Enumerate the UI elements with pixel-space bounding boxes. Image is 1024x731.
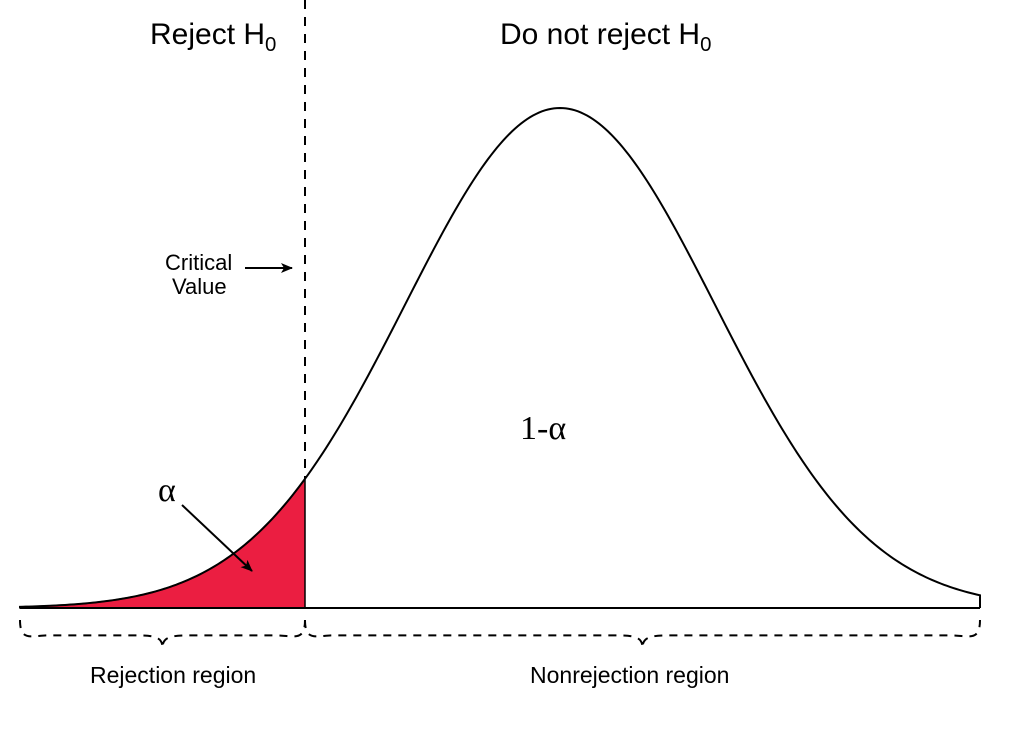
label-nonrejection-region: Nonrejection region xyxy=(530,662,729,689)
brace-nonrejection xyxy=(305,620,980,648)
label-alpha: α xyxy=(158,472,176,510)
label-one-minus-alpha: 1-α xyxy=(520,410,566,448)
brace-rejection xyxy=(20,620,305,648)
label-rejection-region: Rejection region xyxy=(90,662,256,689)
label-reject-h0: Reject H0 xyxy=(150,18,276,57)
label-do-not-reject-h0: Do not reject H0 xyxy=(500,18,711,57)
hypothesis-test-diagram: Reject H0 Do not reject H0 Critical Valu… xyxy=(0,0,1024,731)
diagram-svg xyxy=(0,0,1024,731)
label-critical-value-line2: Value xyxy=(172,274,227,300)
bell-curve xyxy=(20,108,980,608)
label-critical-value-line1: Critical xyxy=(165,250,232,276)
arrow-alpha xyxy=(182,505,252,571)
